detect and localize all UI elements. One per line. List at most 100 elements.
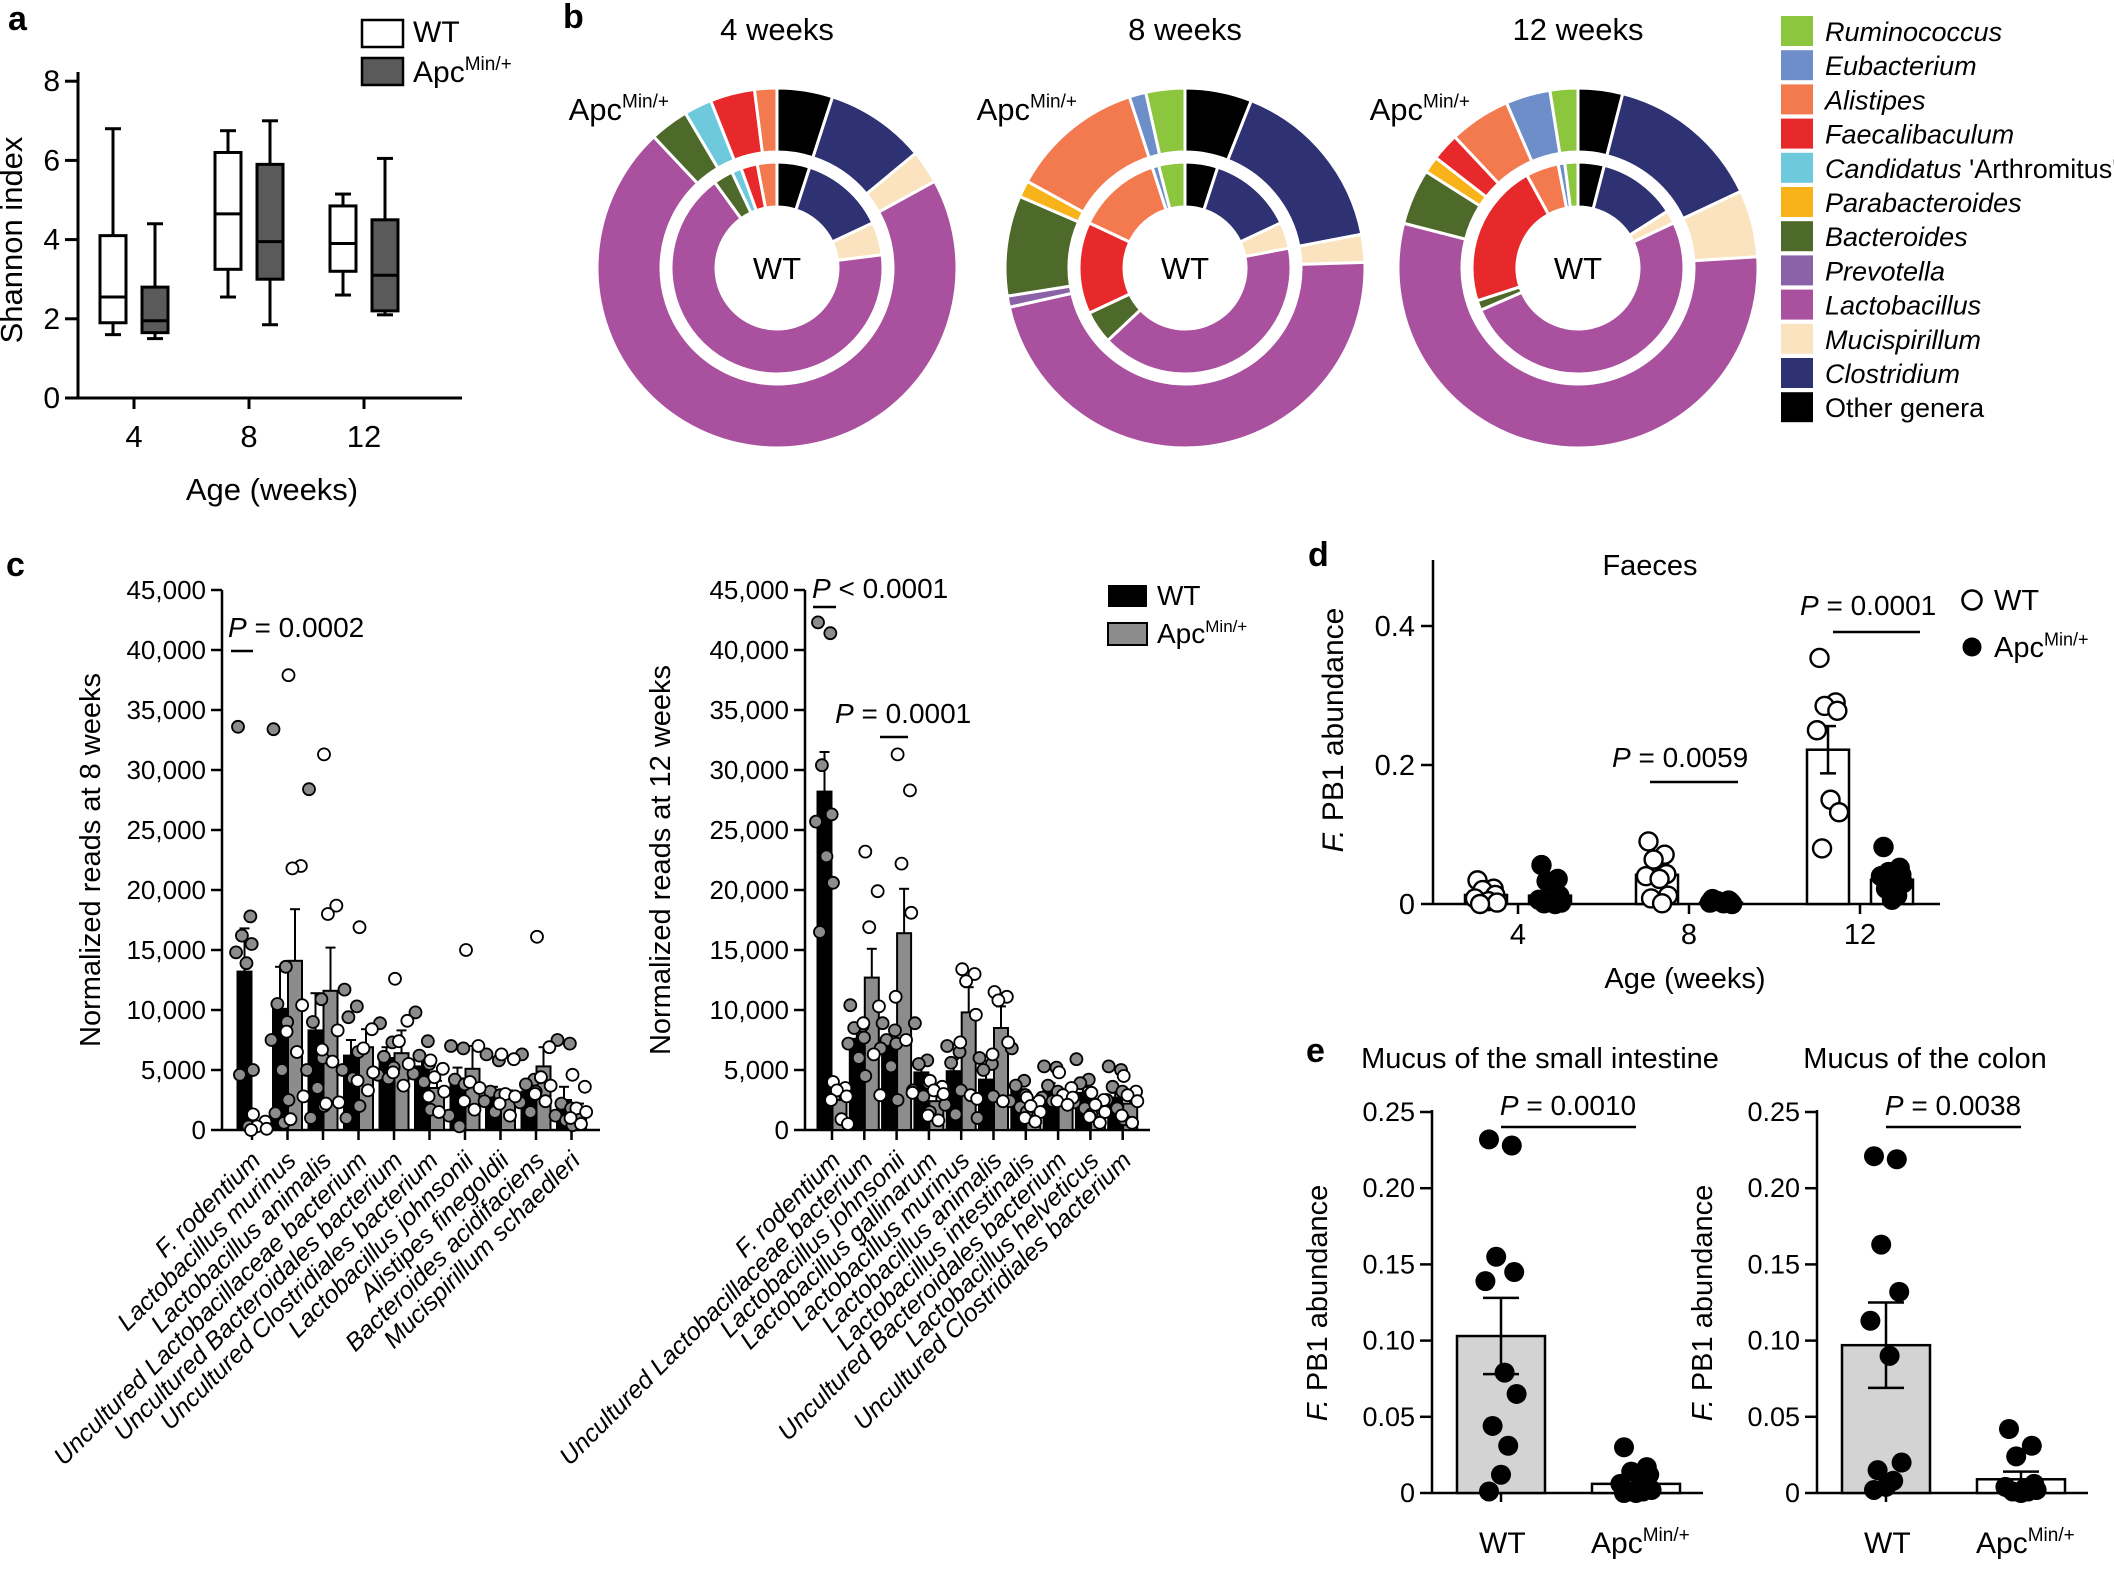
scatter-point-apc	[1881, 889, 1903, 911]
y-tick-label: 0.10	[1362, 1326, 1415, 1356]
legend-label-alistipes: Alistipes	[1823, 85, 1926, 115]
scatter-point-apc	[873, 1088, 888, 1103]
scatter-point	[1867, 1460, 1888, 1481]
y-tick-label: 0	[775, 1115, 789, 1145]
scatter-point-apc	[508, 1089, 523, 1104]
y-tick-label: 35,000	[126, 695, 206, 725]
x-tick-label-wt: WT	[1479, 1527, 1526, 1560]
scatter-point-apc	[530, 929, 544, 944]
scatter-point	[1871, 1234, 1892, 1255]
scatter-point-apc	[839, 1089, 854, 1104]
scatter-point	[1494, 1362, 1515, 1383]
p-value-annotation: P < 0.0001	[812, 573, 948, 604]
y-tick-label: 6	[43, 144, 60, 177]
scatter-point-apc	[542, 1040, 557, 1055]
scatter-point-apc	[1544, 893, 1566, 915]
scatter-point-apc	[894, 856, 909, 871]
scatter-point-apc	[329, 898, 344, 913]
outer-ring-label: ApcMin/+	[1370, 92, 1470, 127]
legend-swatch-parabacteroides	[1781, 187, 1813, 217]
scatter-point-wt	[479, 1047, 494, 1062]
y-tick-label: 15,000	[126, 935, 206, 965]
scatter-point-wt	[1037, 1059, 1051, 1074]
scatter-point	[1491, 1464, 1511, 1485]
scatter-point-wt	[376, 1049, 391, 1064]
scatter-point-apc	[1060, 1097, 1075, 1112]
scatter-point-wt	[811, 615, 825, 630]
scatter-point-wt	[281, 1093, 296, 1107]
scatter-point-wt	[911, 1057, 926, 1071]
scatter-point-apc	[904, 905, 919, 920]
scatter-point-apc	[330, 1023, 345, 1038]
scatter-point-apc	[459, 943, 473, 957]
inner-ring-label: WT	[753, 251, 801, 286]
scatter-point	[1891, 1452, 1912, 1473]
y-tick-label: 10,000	[126, 995, 206, 1025]
y-tick-label: 0.25	[1747, 1097, 1800, 1127]
legend-label-candidatus: Candidatus 'Arthromitus'	[1825, 154, 2114, 184]
y-tick-label: 0.05	[1362, 1402, 1415, 1432]
scatter-point-apc	[503, 1108, 517, 1123]
scatter-point-apc	[366, 1065, 381, 1080]
y-tick-label: 8	[43, 65, 60, 98]
scatter-point-apc	[319, 1096, 333, 1111]
scatter-point-wt	[884, 1059, 898, 1074]
scatter-point-wt	[1649, 868, 1670, 890]
panel-label-e: e	[1306, 1032, 1325, 1070]
scatter-point-wt	[233, 1067, 247, 1082]
panel-label-d: d	[1308, 536, 1329, 574]
scatter-point-wt	[1486, 892, 1508, 913]
scatter-point-apc	[577, 1079, 592, 1094]
y-axis-label: F. PB1 abundance	[1317, 608, 1350, 853]
scatter-point-apc	[1082, 1109, 1097, 1124]
bar-wt	[881, 1045, 898, 1131]
y-tick-label: 10,000	[709, 995, 789, 1025]
scatter-point-apc	[396, 1078, 411, 1093]
scatter-point-wt	[234, 928, 249, 943]
scatter-point-apc	[494, 1047, 509, 1062]
scatter-point-wt	[1638, 831, 1659, 852]
scatter-point-wt	[444, 1039, 458, 1053]
scatter-point-wt	[335, 1063, 350, 1077]
y-axis-label: F. PB1 abundance	[1687, 1185, 1719, 1422]
panel-c: c 0 5,000 10,000 15,000 20,000 25,000 30,000 35…	[0, 540, 1300, 1579]
scatter-point-wt	[268, 1106, 283, 1121]
scatter-point	[1479, 1481, 1499, 1502]
scatter-point-apc	[856, 1016, 871, 1031]
scatter-point-wt	[523, 1105, 538, 1119]
y-tick-label: 0	[1399, 889, 1415, 921]
scatter-point-apc	[281, 668, 296, 683]
scatter-point-wt	[976, 1063, 991, 1077]
donut-title: 12 weeks	[1513, 12, 1644, 47]
scatter-point-apc	[1084, 1085, 1099, 1100]
y-tick-label: 45,000	[709, 575, 789, 605]
y-tick-label: 0.05	[1747, 1402, 1800, 1432]
scatter-point	[1504, 1262, 1525, 1283]
scatter-point-apc	[565, 1067, 580, 1082]
donut-slice-lactobacillus	[1007, 260, 1367, 450]
mucus-abundance-charts: 0 0.05 0.10 0.15 0.20 0.25 F. PB1 abundance Muc…	[1302, 1043, 2088, 1560]
scatter-point	[1506, 1383, 1527, 1404]
scatter-point-apc	[315, 1042, 329, 1057]
scatter-point-apc	[538, 1094, 553, 1109]
legend-label-wt: WT	[1157, 580, 1201, 611]
scatter-point-apc	[1001, 1035, 1016, 1050]
legend-swatch-clostridium	[1781, 358, 1813, 388]
legend-marker-apc	[1962, 637, 1982, 657]
scatter-point-wt	[243, 909, 258, 924]
scatter-point	[1860, 1310, 1881, 1331]
legend-swatch-mucispirillum	[1781, 323, 1813, 354]
y-tick-label: 15,000	[709, 935, 789, 965]
scatter-point-apc	[936, 1087, 951, 1101]
scatter-point-apc	[1088, 1097, 1103, 1112]
scatter-point	[1864, 1479, 1884, 1500]
scatter-point-apc	[1873, 836, 1894, 858]
panel-b: b 4 weeks ApcMin/+ WT 8 weeks ApcMin/+ WT 12 w…	[545, 0, 2114, 545]
box-wt	[213, 150, 243, 271]
scatter-point-wt	[1811, 838, 1833, 859]
scatter-point-wt	[875, 1016, 890, 1031]
y-tick-label: 40,000	[709, 635, 789, 665]
scatter-point-wt	[1469, 893, 1491, 915]
scatter-point	[1498, 1435, 1519, 1456]
y-tick-label: 0	[1785, 1478, 1800, 1508]
